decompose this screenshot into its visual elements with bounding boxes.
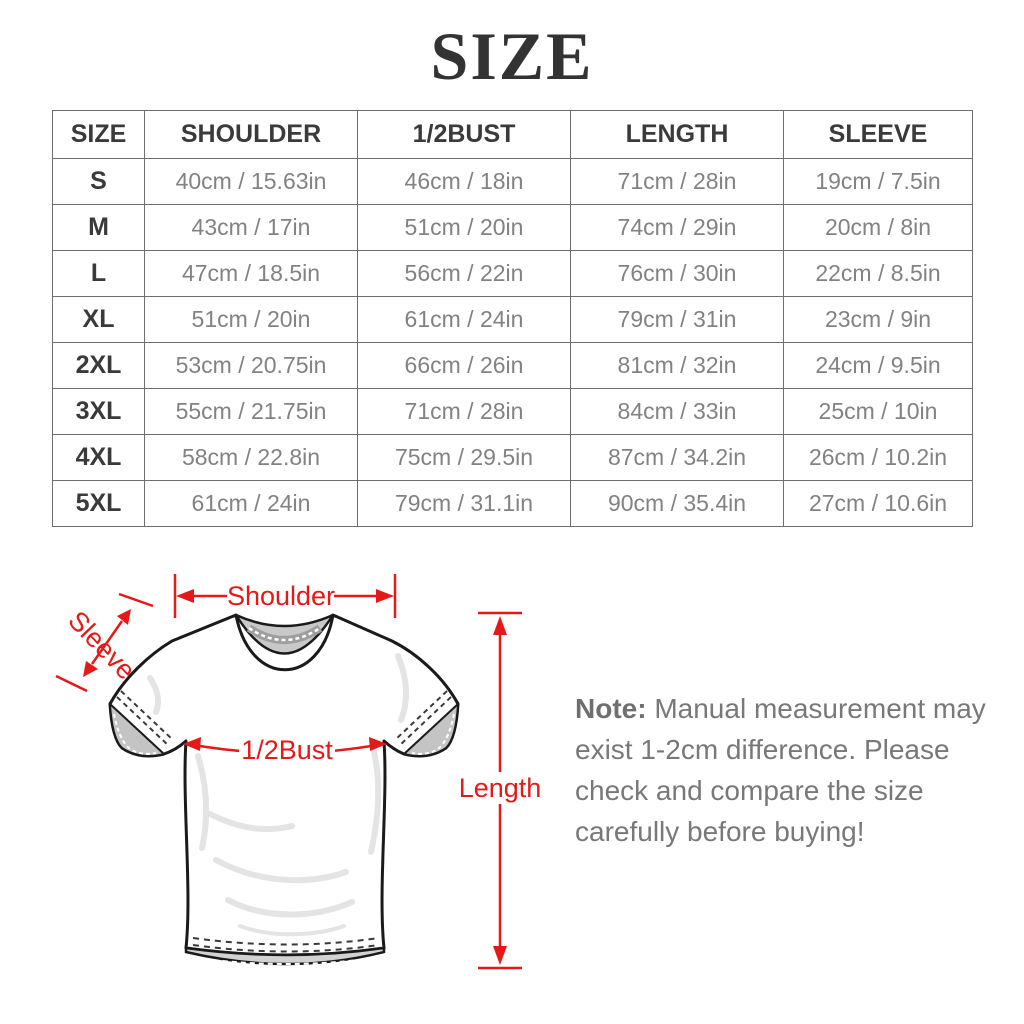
- bust-arrow: 1/2Bust: [183, 734, 387, 765]
- measurement-cell: 74cm / 29in: [570, 204, 784, 251]
- size-table: SIZE SHOULDER 1/2BUST LENGTH SLEEVE S 40c…: [52, 110, 973, 527]
- measurement-cell: 51cm / 20in: [144, 296, 358, 343]
- table-row: XL 51cm / 20in 61cm / 24in 79cm / 31in 23cm …: [52, 296, 973, 343]
- length-arrow: Length: [459, 611, 542, 970]
- size-cell: 5XL: [52, 480, 145, 527]
- size-table-header: SIZE SHOULDER 1/2BUST LENGTH SLEEVE: [52, 110, 973, 159]
- note-line-3: check and compare the size: [575, 775, 924, 806]
- note-line-1: Note: Manual measurement may: [575, 688, 1015, 729]
- fabric-wrinkles: [147, 653, 410, 937]
- right-cuff-stitches: [394, 690, 452, 747]
- table-row: 3XL 55cm / 21.75in 71cm / 28in 84cm / 33in 2…: [52, 388, 973, 435]
- measurement-cell: 40cm / 15.63in: [144, 158, 358, 205]
- table-row: S 40cm / 15.63in 46cm / 18in 71cm / 28in 19c…: [52, 158, 973, 205]
- measurement-cell: 71cm / 28in: [357, 388, 571, 435]
- tshirt-body: [108, 613, 460, 957]
- size-table-body: S 40cm / 15.63in 46cm / 18in 71cm / 28in 19c…: [52, 158, 973, 527]
- col-header-shoulder: SHOULDER: [144, 110, 358, 159]
- measurement-cell: 87cm / 34.2in: [570, 434, 784, 481]
- measurement-note: Note: Manual measurement may exist 1-2cm…: [575, 688, 1015, 852]
- bust-label: 1/2Bust: [241, 735, 333, 765]
- measurement-cell: 23cm / 9in: [783, 296, 973, 343]
- shoulder-arrow: Shoulder: [173, 574, 397, 618]
- size-cell: 4XL: [52, 434, 145, 481]
- col-header-bust: 1/2BUST: [357, 110, 571, 159]
- header-row: SIZE SHOULDER 1/2BUST LENGTH SLEEVE: [52, 110, 973, 159]
- tshirt-illustration: [108, 613, 460, 966]
- hem-band: [184, 946, 386, 966]
- measurement-cell: 24cm / 9.5in: [783, 342, 973, 389]
- size-cell: S: [52, 158, 145, 205]
- size-cell: L: [52, 250, 145, 297]
- measurement-cell: 46cm / 18in: [357, 158, 571, 205]
- left-cuff-white-stitch: [113, 713, 157, 755]
- measurement-cell: 43cm / 17in: [144, 204, 358, 251]
- measurement-cell: 75cm / 29.5in: [357, 434, 571, 481]
- measurement-cell: 27cm / 10.6in: [783, 480, 973, 527]
- size-cell: XL: [52, 296, 145, 343]
- col-header-length: LENGTH: [570, 110, 784, 159]
- measurement-cell: 71cm / 28in: [570, 158, 784, 205]
- table-row: 2XL 53cm / 20.75in 66cm / 26in 81cm / 32in 2…: [52, 342, 973, 389]
- measurement-cell: 79cm / 31in: [570, 296, 784, 343]
- measurement-cell: 90cm / 35.4in: [570, 480, 784, 527]
- note-line-4: carefully before buying!: [575, 816, 865, 847]
- right-cuff-white-stitch: [411, 713, 455, 755]
- measurement-cell: 81cm / 32in: [570, 342, 784, 389]
- shoulder-label: Shoulder: [227, 581, 335, 611]
- table-row: 4XL 58cm / 22.8in 75cm / 29.5in 87cm / 34.2…: [52, 434, 973, 481]
- measurement-cell: 84cm / 33in: [570, 388, 784, 435]
- tshirt-measurement-diagram: Shoulder Sleeve 1/2Bust: [55, 574, 542, 970]
- measurement-cell: 55cm / 21.75in: [144, 388, 358, 435]
- left-cuff-stitches: [116, 690, 174, 747]
- measurement-cell: 19cm / 7.5in: [783, 158, 973, 205]
- note-line-2: exist 1-2cm difference. Please: [575, 734, 950, 765]
- measurement-cell: 26cm / 10.2in: [783, 434, 973, 481]
- measurement-cell: 47cm / 18.5in: [144, 250, 358, 297]
- size-cell: 3XL: [52, 388, 145, 435]
- col-header-size: SIZE: [52, 110, 145, 159]
- collar-stitch-dashes: [248, 626, 321, 642]
- table-row: L 47cm / 18.5in 56cm / 22in 76cm / 30in 22cm…: [52, 250, 973, 297]
- measurement-cell: 22cm / 8.5in: [783, 250, 973, 297]
- measurement-cell: 58cm / 22.8in: [144, 434, 358, 481]
- hem-white-stitch: [195, 957, 375, 965]
- note-label: Note:: [575, 693, 647, 724]
- hem-stitches: [192, 937, 380, 953]
- col-header-sleeve: SLEEVE: [783, 110, 973, 159]
- measurement-cell: 79cm / 31.1in: [357, 480, 571, 527]
- note-text-1: Manual measurement may: [646, 693, 986, 724]
- measurement-cell: 61cm / 24in: [144, 480, 358, 527]
- page-title: SIZE: [430, 18, 594, 94]
- table-row: M 43cm / 17in 51cm / 20in 74cm / 29in 20cm /…: [52, 204, 973, 251]
- measurement-cell: 61cm / 24in: [357, 296, 571, 343]
- measurement-cell: 25cm / 10in: [783, 388, 973, 435]
- collar-inner: [234, 613, 335, 655]
- measurement-cell: 20cm / 8in: [783, 204, 973, 251]
- measurement-cell: 51cm / 20in: [357, 204, 571, 251]
- table-row: 5XL 61cm / 24in 79cm / 31.1in 90cm / 35.4in…: [52, 480, 973, 527]
- measurement-cell: 56cm / 22in: [357, 250, 571, 297]
- measurement-cell: 66cm / 26in: [357, 342, 571, 389]
- measurement-cell: 53cm / 20.75in: [144, 342, 358, 389]
- size-cell: 2XL: [52, 342, 145, 389]
- length-label: Length: [459, 773, 542, 803]
- measurement-cell: 76cm / 30in: [570, 250, 784, 297]
- size-cell: M: [52, 204, 145, 251]
